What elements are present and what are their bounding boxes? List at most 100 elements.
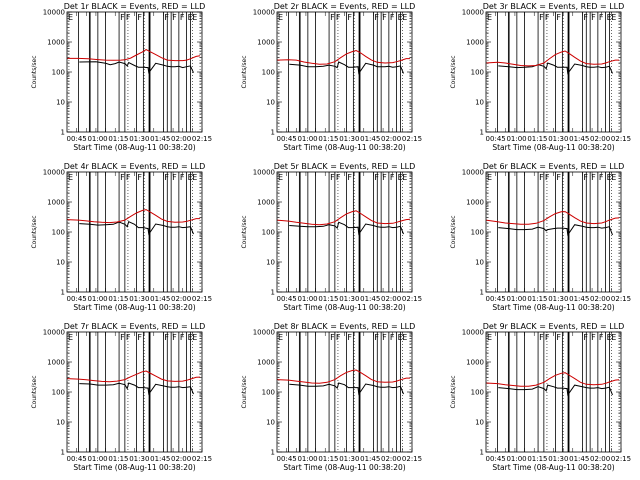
x-tick-label: 02:00 xyxy=(171,135,191,143)
flag-label: F xyxy=(539,13,544,22)
x-tick-label: 01:00 xyxy=(297,455,317,463)
flag-label: E xyxy=(188,173,193,182)
y-axis-label: Counts/sec xyxy=(450,215,457,248)
flag-label: F xyxy=(591,13,596,22)
x-tick-label: 01:00 xyxy=(87,135,107,143)
flag-label: F xyxy=(336,173,341,182)
y-tick-label: 100 xyxy=(52,389,65,397)
y-axis-label: Counts/sec xyxy=(31,55,38,88)
x-tick-label: 01:30 xyxy=(129,455,149,463)
flag-label: F xyxy=(120,333,125,342)
y-axis-label: Counts/sec xyxy=(450,55,457,88)
flag-label: E xyxy=(398,333,403,342)
y-tick-label: 1 xyxy=(61,289,65,297)
flag-label: E xyxy=(278,13,283,22)
x-tick-label: 01:15 xyxy=(527,295,547,303)
flag-label: F xyxy=(390,333,395,342)
x-tick-label: 01:15 xyxy=(318,455,338,463)
series-line xyxy=(498,224,613,237)
flag-label: F xyxy=(347,333,352,342)
x-tick-label: 02:15 xyxy=(192,295,212,303)
flag-label: E xyxy=(607,333,612,342)
x-tick-label: 01:30 xyxy=(548,455,568,463)
series-line xyxy=(79,61,194,74)
y-tick-label: 1 xyxy=(271,449,275,457)
flag-label: F xyxy=(545,13,550,22)
y-axis-label: Counts/sec xyxy=(241,215,248,248)
flag-label: F xyxy=(382,173,387,182)
flag-label: E xyxy=(192,13,197,22)
y-tick-label: 100 xyxy=(52,69,65,77)
flag-label: F xyxy=(330,13,335,22)
flag-label: F xyxy=(599,173,604,182)
chart-panel: Det 3r BLACK = Events, RED = LLD Counts/s… xyxy=(450,2,631,152)
y-tick-label: 10 xyxy=(56,99,65,107)
y-tick-label: 1 xyxy=(480,449,484,457)
y-axis-label: Counts/sec xyxy=(241,55,248,88)
chart-title: Det 1r BLACK = Events, RED = LLD xyxy=(64,2,206,11)
flag-label: E xyxy=(402,333,407,342)
x-tick-label: 01:45 xyxy=(150,295,170,303)
series-line xyxy=(289,61,404,75)
x-tick-label: 02:15 xyxy=(402,455,422,463)
y-tick-label: 10 xyxy=(56,259,65,267)
flag-label: F xyxy=(137,173,142,182)
flag-label: F xyxy=(330,173,335,182)
flag-label: F xyxy=(583,173,588,182)
plot-frame xyxy=(276,171,413,293)
chart-panel: Det 7r BLACK = Events, RED = LLD Counts/s… xyxy=(31,322,212,472)
y-tick-label: 100 xyxy=(262,69,275,77)
x-tick-label: 00:45 xyxy=(277,135,297,143)
flag-label: E xyxy=(611,173,616,182)
plot-frame xyxy=(66,11,203,133)
x-tick-label: 01:00 xyxy=(87,295,107,303)
flag-label: F xyxy=(164,173,169,182)
x-tick-label: 01:45 xyxy=(360,135,380,143)
y-tick-label: 10 xyxy=(56,419,65,427)
chart-title: Det 7r BLACK = Events, RED = LLD xyxy=(64,322,206,331)
flag-label: F xyxy=(556,333,561,342)
flag-label: E xyxy=(192,173,197,182)
x-axis-label: Start Time (08-Aug-11 00:38:20) xyxy=(283,463,405,472)
series-line xyxy=(498,384,613,397)
x-axis-label: Start Time (08-Aug-11 00:38:20) xyxy=(283,143,405,152)
x-tick-label: 01:00 xyxy=(87,455,107,463)
x-tick-label: 02:00 xyxy=(590,455,610,463)
x-tick-label: 02:00 xyxy=(590,295,610,303)
flag-label: F xyxy=(347,173,352,182)
x-tick-label: 00:45 xyxy=(486,455,506,463)
chart-panel: Det 2r BLACK = Events, RED = LLD Counts/s… xyxy=(241,2,422,152)
x-tick-label: 02:15 xyxy=(402,295,422,303)
flag-label: F xyxy=(599,13,604,22)
y-tick-label: 1 xyxy=(61,129,65,137)
chart-title: Det 4r BLACK = Events, RED = LLD xyxy=(64,162,206,171)
x-axis-label: Start Time (08-Aug-11 00:38:20) xyxy=(73,143,195,152)
flag-label: E xyxy=(68,173,73,182)
flag-label: F xyxy=(374,333,379,342)
y-tick-label: 10 xyxy=(475,259,484,267)
x-tick-label: 02:15 xyxy=(611,295,631,303)
x-tick-label: 01:30 xyxy=(339,135,359,143)
plot-frame xyxy=(485,171,622,293)
y-tick-label: 10000 xyxy=(462,329,484,337)
series-line xyxy=(485,372,620,387)
y-tick-label: 10000 xyxy=(253,329,275,337)
x-tick-label: 01:15 xyxy=(108,135,128,143)
x-tick-label: 02:00 xyxy=(171,295,191,303)
plot-frame xyxy=(66,171,203,293)
series-line xyxy=(79,221,194,236)
x-tick-label: 01:30 xyxy=(129,135,149,143)
y-tick-label: 1000 xyxy=(257,199,275,207)
flag-label: F xyxy=(336,13,341,22)
x-tick-label: 00:45 xyxy=(67,455,87,463)
x-tick-label: 01:45 xyxy=(569,455,589,463)
flag-label: E xyxy=(188,13,193,22)
x-tick-label: 01:30 xyxy=(548,135,568,143)
y-axis-label: Counts/sec xyxy=(31,375,38,408)
y-tick-label: 1000 xyxy=(466,359,484,367)
x-tick-label: 00:45 xyxy=(67,135,87,143)
flag-label: F xyxy=(336,333,341,342)
flag-label: F xyxy=(347,13,352,22)
y-tick-label: 10000 xyxy=(462,169,484,177)
